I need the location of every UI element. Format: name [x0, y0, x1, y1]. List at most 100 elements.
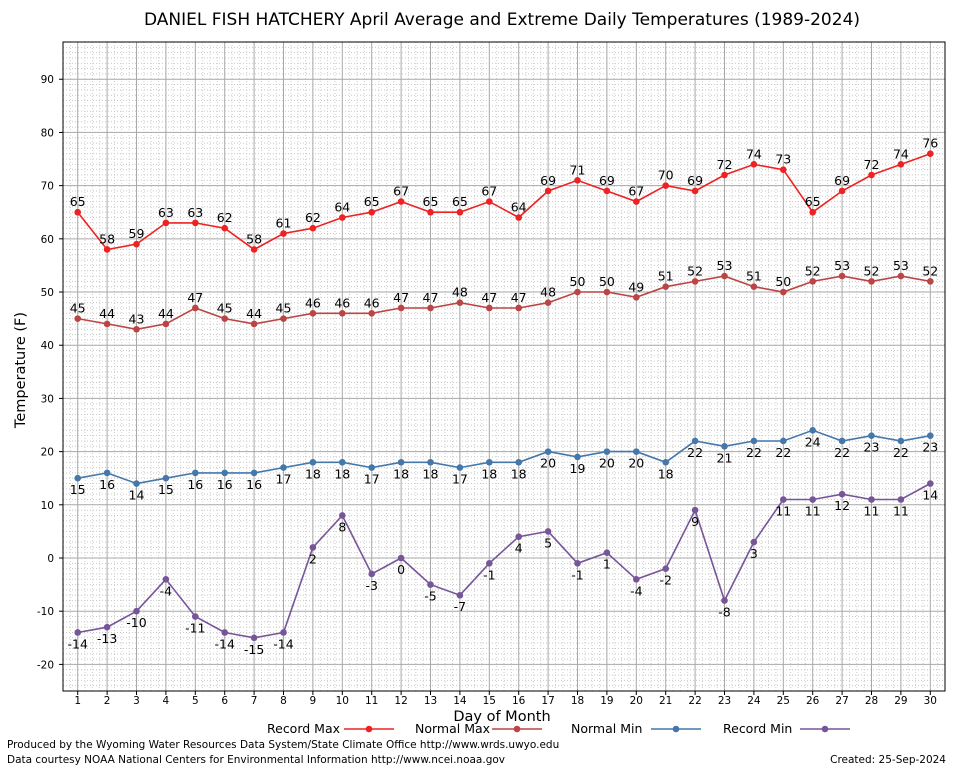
- normal-min-point: [780, 437, 787, 445]
- normal-min-data-label: 22: [893, 445, 909, 460]
- x-tick-label: 24: [747, 695, 761, 707]
- record-min-data-label: 11: [775, 503, 791, 518]
- normal-max-data-label: 53: [893, 258, 909, 273]
- normal-max-data-label: 52: [864, 263, 880, 278]
- legend-marker-normal-max: [513, 725, 521, 733]
- record-min-point: [250, 634, 258, 642]
- record-min-point: [397, 554, 405, 562]
- normal-max-data-label: 45: [70, 301, 86, 316]
- series-normal-max: 45 44 43 44 47 45 44 45 46 46 46 47 47 48 47 47 48 50 50 49…: [70, 258, 938, 333]
- normal-min-point: [368, 464, 376, 471]
- record-min-point: [691, 506, 699, 514]
- record-max-data-label: 62: [217, 210, 233, 225]
- record-min-data-label: 5: [544, 535, 552, 550]
- x-tick-label: 11: [365, 695, 378, 707]
- normal-max-point: [427, 304, 434, 312]
- x-tick-label: 30: [924, 695, 937, 707]
- normal-min-point: [868, 432, 875, 439]
- record-max-point: [809, 208, 816, 216]
- normal-min-point: [574, 453, 581, 461]
- record-min-point: [897, 496, 905, 503]
- normal-min-data-label: 16: [217, 477, 233, 492]
- y-tick-label: 40: [41, 340, 54, 352]
- x-tick-label: 16: [512, 695, 526, 707]
- normal-max-data-label: 53: [717, 258, 733, 273]
- normal-max-data-label: 52: [805, 263, 821, 278]
- y-tick-label: -10: [37, 606, 54, 618]
- normal-max-data-label: 46: [305, 295, 321, 310]
- record-min-point: [603, 549, 611, 556]
- x-tick-label: 9: [310, 695, 317, 707]
- normal-min-point: [838, 437, 846, 445]
- normal-min-data-label: 16: [99, 477, 115, 492]
- record-min-point: [103, 623, 111, 631]
- record-max-line: [77, 152, 931, 251]
- x-tick-label: 15: [483, 695, 496, 707]
- x-tick-label: 17: [541, 695, 554, 707]
- normal-min-data-label: 15: [158, 482, 174, 497]
- x-tick-label: 6: [221, 695, 228, 707]
- normal-max-point: [838, 272, 846, 280]
- record-min-point: [486, 560, 493, 567]
- record-min-point: [809, 496, 816, 503]
- record-max-data-label: 67: [393, 184, 409, 199]
- normal-max-data-label: 50: [599, 274, 615, 289]
- normal-min-point: [250, 469, 258, 477]
- y-tick-label: 70: [41, 181, 54, 193]
- record-max-data-label: 67: [481, 184, 497, 199]
- normal-max-data-label: 52: [922, 263, 938, 278]
- normal-max-point: [368, 310, 376, 317]
- record-max-data-label: 74: [746, 146, 762, 161]
- record-max-point: [750, 161, 758, 168]
- normal-max-point: [544, 299, 552, 306]
- record-min-point: [133, 607, 140, 615]
- normal-max-data-label: 47: [423, 290, 439, 305]
- record-min-data-label: -2: [659, 573, 671, 588]
- normal-min-point: [221, 469, 228, 477]
- x-tick-label: 3: [133, 695, 140, 707]
- normal-max-data-label: 52: [687, 263, 703, 278]
- normal-min-data-label: 20: [628, 456, 644, 471]
- normal-min-data-label: 16: [246, 477, 262, 492]
- record-min-data-label: 1: [603, 557, 611, 572]
- record-max-point: [280, 230, 287, 237]
- record-max-data-label: 67: [628, 184, 644, 199]
- record-min-data-label: -14: [214, 636, 234, 651]
- record-max-point: [486, 198, 493, 205]
- normal-min-data-label: 18: [481, 466, 497, 481]
- footer-created-date: Created: 25-Sep-2024: [830, 754, 946, 766]
- x-tick-label: 23: [718, 695, 731, 707]
- normal-min-point: [280, 464, 287, 471]
- x-tick-label: 20: [630, 695, 643, 707]
- record-min-data-label: -8: [718, 605, 731, 620]
- record-min-data-label: -3: [365, 578, 377, 593]
- normal-max-point: [897, 272, 905, 280]
- record-min-data-label: -1: [571, 567, 583, 582]
- record-min-point: [927, 480, 934, 487]
- record-min-point: [427, 581, 434, 588]
- record-max-data-label: 76: [922, 136, 938, 151]
- legend-label-normal-max: Normal Max: [415, 721, 490, 736]
- x-tick-label: 8: [280, 695, 287, 707]
- normal-min-data-label: 19: [570, 461, 586, 476]
- normal-max-data-label: 47: [511, 290, 527, 305]
- x-tick-label: 28: [865, 695, 878, 707]
- normal-min-point: [133, 480, 140, 487]
- legend-label-record-min: Record Min: [723, 721, 792, 736]
- normal-max-point: [780, 288, 787, 296]
- normal-max-data-label: 53: [834, 258, 850, 273]
- footer-data-courtesy: Data courtesy NOAA National Centers for …: [7, 754, 505, 766]
- normal-min-data-label: 18: [658, 466, 674, 481]
- record-min-data-label: -7: [454, 599, 466, 614]
- y-tick-label: 20: [41, 447, 54, 459]
- record-max-point: [133, 240, 140, 248]
- normal-min-data-label: 18: [423, 466, 439, 481]
- record-min-point: [309, 544, 317, 551]
- x-tick-label: 5: [192, 695, 199, 707]
- record-max-point: [897, 161, 905, 168]
- record-max-data-label: 65: [70, 194, 86, 209]
- y-tick-label: 60: [41, 234, 54, 246]
- normal-max-data-label: 45: [217, 301, 233, 316]
- normal-min-point: [309, 458, 317, 466]
